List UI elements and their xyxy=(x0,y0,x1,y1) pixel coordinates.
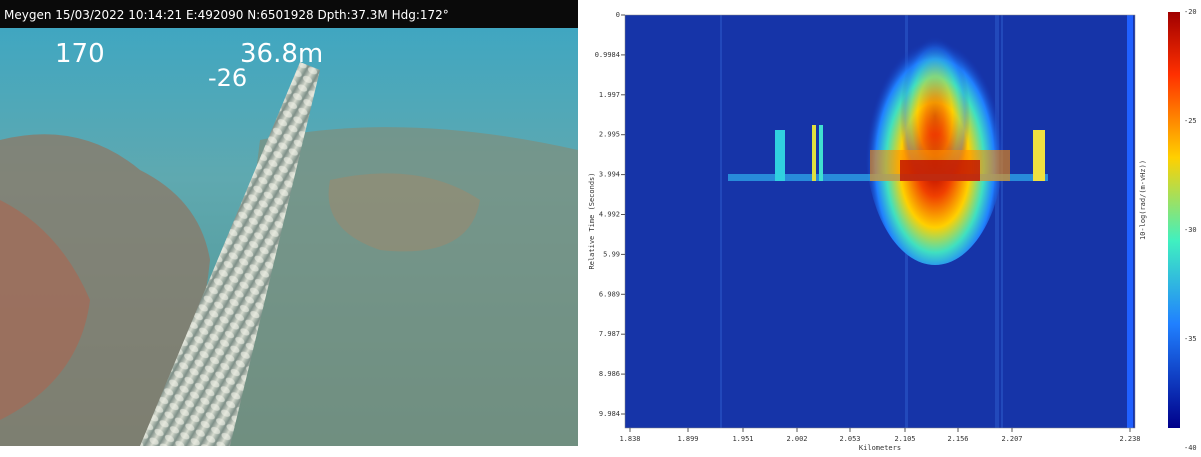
y-tick-label: 5.99 xyxy=(603,250,620,258)
colorbar-tick-label: -30 xyxy=(1184,226,1197,234)
x-tick-label: 2.207 xyxy=(1001,435,1022,443)
x-tick-label: 2.238 xyxy=(1119,435,1140,443)
y-tick-label: 7.987 xyxy=(599,330,620,338)
x-tick-label: 1.838 xyxy=(619,435,640,443)
page: Meygen 15/03/2022 10:14:21 E:492090 N:65… xyxy=(0,0,1201,457)
y-tick-label: 9.984 xyxy=(599,410,620,418)
y-tick-label: 8.986 xyxy=(599,370,620,378)
colorbar-tick-label: -40 xyxy=(1184,444,1197,452)
x-tick-label: 2.053 xyxy=(839,435,860,443)
colorbar-label: 10-log(rad/(m-vHz)) xyxy=(1139,160,1147,240)
y-tick-label: 4.992 xyxy=(599,211,620,219)
y-tick-label: 0.9984 xyxy=(595,51,620,59)
x-tick-label: 2.002 xyxy=(786,435,807,443)
y-tick-label: 1.997 xyxy=(599,91,620,99)
video-frame: Meygen 15/03/2022 10:14:21 E:492090 N:65… xyxy=(0,0,578,446)
y-axis-label: Relative Time (Seconds) xyxy=(588,173,596,270)
video-header: Meygen 15/03/2022 10:14:21 E:492090 N:65… xyxy=(4,8,449,22)
y-tick-label: 3.994 xyxy=(599,171,620,179)
pitch: -26 xyxy=(208,64,247,92)
x-tick-label: 2.156 xyxy=(947,435,968,443)
x-tick-label: 1.951 xyxy=(732,435,753,443)
waterfall-plot: 0 0.9984 1.997 2.995 3.994 4.992 5.99 6.989 7.98… xyxy=(588,8,1197,452)
x-tick-label: 1.899 xyxy=(677,435,698,443)
screen: Meygen 15/03/2022 10:14:21 E:492090 N:65… xyxy=(0,0,1201,457)
colorbar-tick-label: -35 xyxy=(1184,335,1197,343)
x-tick-label: 2.105 xyxy=(894,435,915,443)
heading: 170 xyxy=(55,39,105,69)
y-tick-label: 6.989 xyxy=(599,290,620,298)
x-axis-label: Kilometers xyxy=(859,444,901,452)
y-tick-label: 2.995 xyxy=(599,131,620,139)
colorbar-tick-label: -20 xyxy=(1184,8,1197,16)
colorbar-tick-label: -25 xyxy=(1184,117,1197,125)
depth: 36.8m xyxy=(240,39,323,69)
y-tick-label: 0 xyxy=(616,11,620,19)
